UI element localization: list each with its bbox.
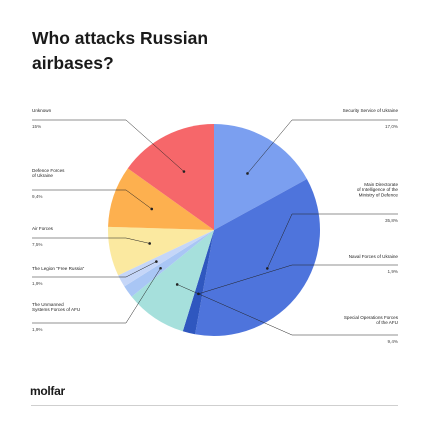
slice-value-unknown: 15% [32,124,41,129]
leader-line-the-unmanned-systems-forces-of-afu [32,268,161,324]
leader-dot-defence-forces-of-ukraine [150,207,154,211]
leader-line-the-legion-free-russia [32,261,157,278]
leader-line-security-service-of-ukraine [247,119,398,174]
pie-slice-unknown [127,124,214,230]
slice-label-the-legion-free-russia: The Legion "Free Russia" [32,266,85,271]
chart-title: Who attacks Russian airbases? [32,28,209,73]
molfar-logo: molfar [30,384,65,398]
slice-value-defence-forces-of-ukraine: 9,4% [32,194,42,199]
slice-label-main-directorate-of-intelligence-of-the-ministry-of-defence: Main Directorate of Intelligence of the Mi… [357,182,399,197]
slice-value-air-forces: 7,5% [32,242,42,247]
slice-label-naval-forces-of-ukraine: Naval Forces of Ukraine [349,254,399,259]
leader-line-main-directorate-of-intelligence-of-the-ministry-of-defence [267,213,398,269]
footer-divider [31,405,398,406]
leader-dot-air-forces [148,242,151,245]
pie-slice-defence-forces-of-ukraine [108,168,214,230]
pie-slice-the-legion-free-russia [118,230,214,287]
slice-value-security-service-of-ukraine: 17,0% [385,124,398,129]
pie-slice-the-unmanned-systems-forces-of-afu [124,230,214,297]
leader-dot-unknown [182,170,186,173]
leader-line-special-operations-forces-of-the-afu [177,284,398,336]
leader-dot-main-directorate-of-intelligence-of-the-ministry-of-defence [266,267,269,270]
leader-line-naval-forces-of-ukraine [198,264,398,295]
slice-label-the-unmanned-systems-forces-of-afu: The Unmanned Systems Forces of AFU [32,302,80,312]
pie-slice-security-service-of-ukraine [214,124,307,230]
slice-value-special-operations-forces-of-the-afu: 9,4% [388,339,398,344]
pie-slice-main-directorate-of-intelligence-of-the-ministry-of-defence [195,179,321,336]
slice-label-air-forces: Air Forces [32,226,54,231]
slice-value-main-directorate-of-intelligence-of-the-ministry-of-defence: 35,8% [385,218,398,223]
slice-label-defence-forces-of-ukraine: Defence Forces of Ukraine [32,168,65,178]
pie-slice-naval-forces-of-ukraine [182,230,214,335]
slice-value-the-legion-free-russia: 1,9% [32,281,42,286]
leader-dot-special-operations-forces-of-the-afu [175,283,179,286]
slice-label-special-operations-forces-of-the-afu: Special Operations Forces of the AFU [344,315,399,325]
slice-value-naval-forces-of-ukraine: 1,9% [388,269,398,274]
leader-dot-security-service-of-ukraine [246,172,249,175]
leader-line-air-forces [32,237,150,244]
pie-slice-special-operations-forces-of-the-afu [131,230,214,332]
leader-line-unknown [32,119,185,172]
slice-value-the-unmanned-systems-forces-of-afu: 1,9% [32,327,42,332]
slice-label-security-service-of-ukraine: Security Service of Ukraine [343,108,399,113]
leader-dot-the-legion-free-russia [155,260,158,263]
leader-dot-the-unmanned-systems-forces-of-afu [159,266,162,270]
pie-slice-air-forces [108,226,214,276]
leader-line-defence-forces-of-ukraine [32,189,152,210]
slice-label-unknown: Unknown [32,108,52,113]
